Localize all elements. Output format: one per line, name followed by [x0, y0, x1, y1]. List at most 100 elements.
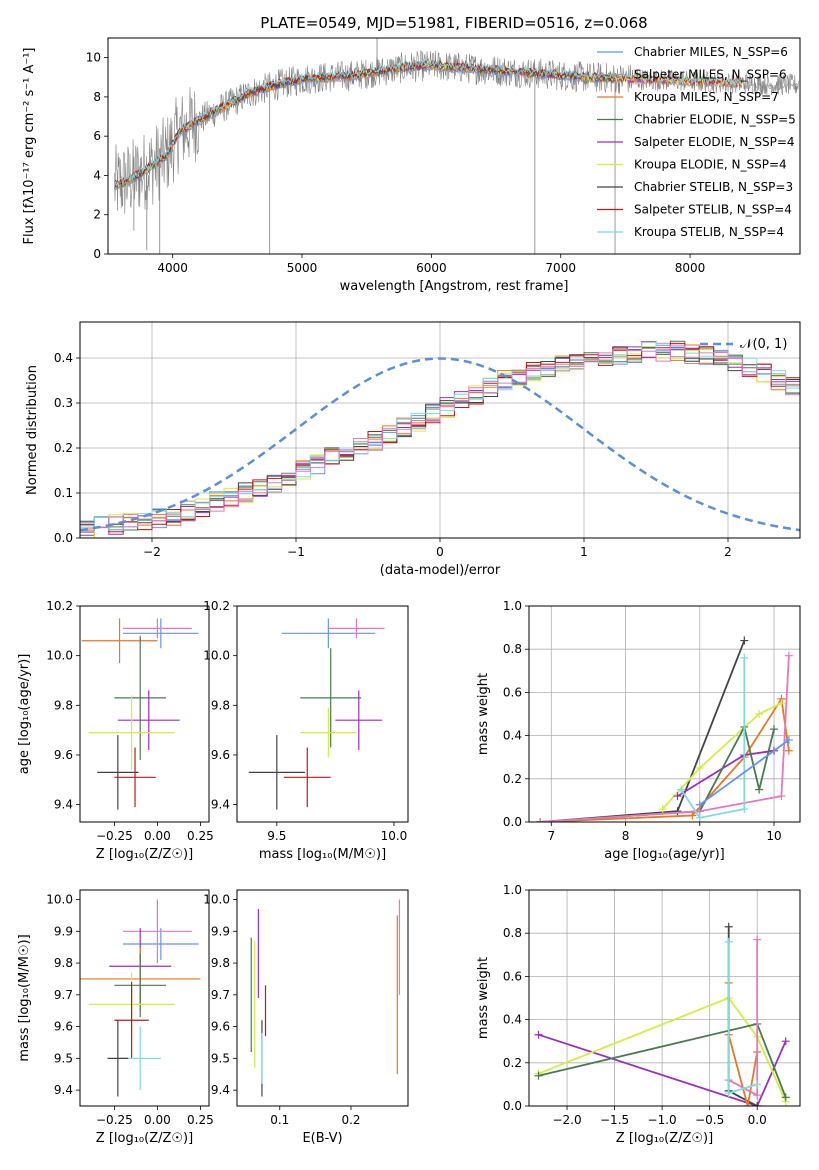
x-axis-label: age [log₁₀(age/yr)]: [604, 847, 725, 862]
mass-weight-line: [661, 702, 782, 810]
x-tick-label: 0.0: [748, 1113, 767, 1127]
chart-title: PLATE=0549, MJD=51981, FIBERID=0516, z=0…: [260, 14, 647, 32]
y-tick-label: 0.1: [54, 486, 73, 500]
y-tick-label: 9.6: [54, 1020, 73, 1034]
mass-weight-point: [781, 1093, 790, 1102]
y-tick-label: 0.8: [503, 642, 522, 656]
y-tick-label: 10.2: [203, 599, 230, 613]
x-axis-label: Z [log₁₀(Z/Z☉)]: [616, 1131, 713, 1146]
x-tick-label: −2.0: [552, 1113, 581, 1127]
mass-weight-point: [724, 1089, 733, 1098]
legend-entry: Kroupa MILES, N_SSP=7: [634, 90, 779, 104]
mass-weight-point: [743, 1102, 752, 1106]
mass-weight-point: [724, 922, 733, 931]
legend-entry: Chabrier STELIB, N_SSP=3: [634, 180, 793, 194]
x-tick-label: −1.0: [648, 1113, 677, 1127]
y-tick-label: 10.0: [46, 649, 73, 663]
plot-area: [80, 340, 800, 538]
mass-weight-line: [540, 655, 790, 822]
mass-weight-line: [699, 739, 790, 806]
y-tick-label: 0.4: [503, 729, 522, 743]
x-axis-label: E(B-V): [302, 1131, 342, 1146]
axes-frame: [107, 37, 801, 255]
mass-weight-point: [536, 818, 545, 822]
x-tick-label: 7: [547, 829, 555, 843]
x-tick-label: 10.0: [381, 829, 408, 843]
histogram-step: [80, 344, 800, 532]
mass-weight-point: [781, 1037, 790, 1046]
y-tick-label: 9.6: [211, 748, 230, 762]
axes-frame: [79, 889, 210, 1107]
x-tick-label: 0.25: [187, 1113, 214, 1127]
mass-weight-point: [777, 699, 786, 708]
chart-7: 0.1 0.2 9.4 9.5 9.6 9.7 9.8 9.9 10.0 E(B-V): [203, 889, 409, 1146]
plot-area: [534, 922, 790, 1106]
x-tick-label: 0: [436, 545, 444, 559]
axes-frame: [236, 889, 409, 1107]
mass-weight-point: [753, 1091, 762, 1100]
x-tick-label: 0.00: [144, 1113, 171, 1127]
y-tick-label: 6: [93, 129, 101, 143]
y-axis-label: Normed distribution: [25, 365, 40, 495]
x-tick-label: −0.5: [695, 1113, 724, 1127]
x-tick-label: 2: [724, 545, 732, 559]
mass-weight-point: [784, 735, 793, 744]
axes-frame: [528, 605, 801, 823]
axes-frame: [79, 321, 801, 539]
chart-5: 7 8 9 10 0.0 0.2 0.4 0.6 0.8 1.0 age [log₁₀(age/yr…: [476, 599, 801, 862]
legend-entry: Chabrier MILES, N_SSP=6: [634, 45, 788, 59]
y-tick-label: 10.0: [203, 893, 230, 907]
histogram-step: [80, 346, 800, 538]
mass-weight-point: [777, 792, 786, 801]
y-tick-label: 9.4: [54, 1083, 73, 1097]
mass-weight-point: [534, 1030, 543, 1039]
model-spectrum-line: [114, 59, 742, 187]
plot-area: [80, 899, 201, 1097]
y-tick-label: 0.6: [503, 685, 522, 699]
plot-area: [536, 636, 793, 822]
x-tick-label: −1: [287, 545, 305, 559]
x-tick-label: 0.1: [270, 1113, 289, 1127]
plot-area: [250, 899, 401, 1097]
y-tick-label: 0: [93, 247, 101, 261]
x-axis-label: Z [log₁₀(Z/Z☉)]: [96, 847, 193, 862]
mass-weight-point: [534, 1071, 543, 1080]
y-tick-label: 9.7: [54, 988, 73, 1002]
legend-entry: Salpeter MILES, N_SSP=6: [634, 68, 787, 82]
x-tick-label: 10: [766, 829, 781, 843]
y-tick-label: 0.0: [54, 531, 73, 545]
mass-weight-point: [673, 792, 682, 801]
x-tick-label: −2: [143, 545, 161, 559]
y-tick-label: 0.0: [503, 1099, 522, 1113]
mass-weight-point: [658, 805, 667, 814]
y-tick-label: 2: [93, 208, 101, 222]
y-tick-label: 0.6: [503, 969, 522, 983]
y-tick-label: 4: [93, 168, 101, 182]
y-tick-label: 9.6: [211, 1020, 230, 1034]
y-tick-label: 9.9: [54, 924, 73, 938]
legend-entry: 𝒩(0, 1): [740, 337, 787, 352]
mass-weight-point: [695, 764, 704, 772]
histogram-step: [80, 346, 800, 536]
y-tick-label: 8: [93, 90, 101, 104]
y-tick-label: 10.2: [46, 599, 73, 613]
x-axis-label: wavelength [Angstrom, rest frame]: [340, 279, 569, 294]
plot-area: [81, 618, 199, 810]
mass-weight-line: [538, 996, 787, 1103]
mass-weight-point: [770, 725, 779, 734]
x-tick-label: 0.2: [341, 1113, 360, 1127]
x-axis-label: mass [log₁₀(M/M☉)]: [259, 847, 386, 862]
x-tick-label: −0.25: [96, 829, 133, 843]
y-tick-label: 9.4: [54, 798, 73, 812]
plot-area: [248, 618, 385, 810]
mass-weight-point: [784, 746, 793, 755]
x-tick-label: 8000: [675, 261, 706, 275]
mass-weight-point: [740, 653, 749, 662]
legend-entry: Kroupa ELODIE, N_SSP=4: [634, 158, 787, 172]
y-axis-label: Flux [fλ10⁻¹⁷ erg cm⁻² s⁻¹ A⁻¹]: [22, 48, 37, 245]
y-tick-label: 9.4: [211, 798, 230, 812]
histogram-step: [80, 341, 800, 531]
mass-weight-point: [740, 636, 749, 645]
y-tick-label: 10.0: [203, 649, 230, 663]
